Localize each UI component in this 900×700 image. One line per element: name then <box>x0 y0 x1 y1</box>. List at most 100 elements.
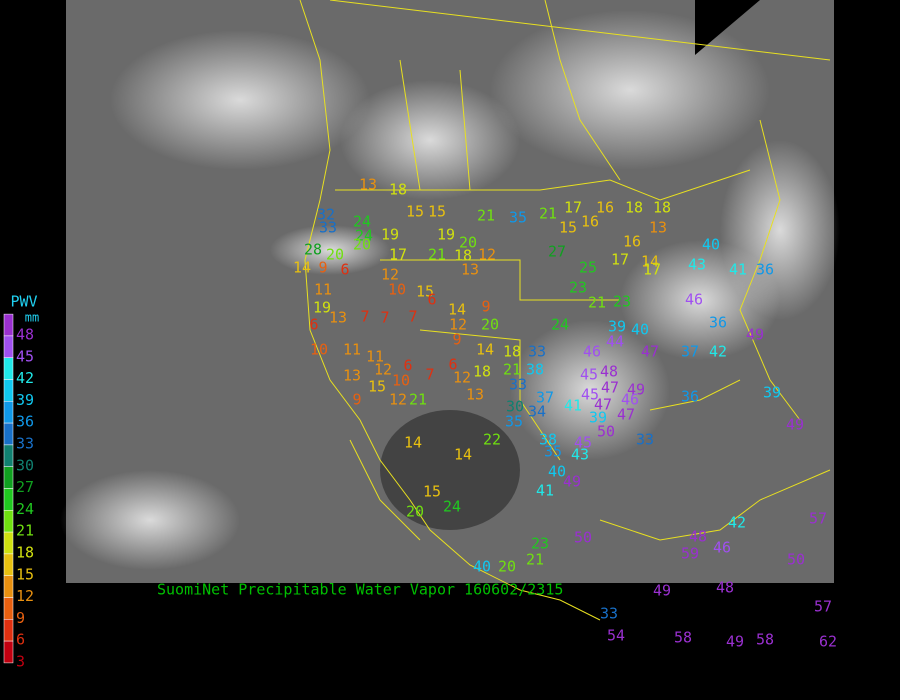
colorbar-label: 15 <box>16 565 34 583</box>
pwv-value: 37 <box>536 389 554 407</box>
colorbar: PWV mm 48 45 42 39 36 33 30 27 24 21 18 15 12 9 6 3 <box>3 293 39 671</box>
pwv-value: 46 <box>621 391 639 409</box>
colorbar-segment <box>3 422 14 446</box>
pwv-value: 49 <box>726 633 744 651</box>
pwv-value: 15 <box>406 203 424 221</box>
colorbar-label: 39 <box>16 391 34 409</box>
pwv-value: 47 <box>601 379 619 397</box>
pwv-value: 20 <box>406 503 424 521</box>
pwv-value: 49 <box>563 473 581 491</box>
pwv-value: 12 <box>453 369 471 387</box>
pwv-value: 6 <box>309 316 318 334</box>
pwv-value: 21 <box>428 246 446 264</box>
colorbar-segment <box>3 313 14 337</box>
pwv-value: 59 <box>681 545 699 563</box>
pwv-value: 12 <box>389 391 407 409</box>
colorbar-unit: mm <box>25 311 39 325</box>
pwv-value: 49 <box>746 326 764 344</box>
colorbar-segment <box>3 640 14 664</box>
pwv-value: 9 <box>481 298 490 316</box>
pwv-value: 20 <box>326 246 344 264</box>
pwv-value: 10 <box>388 281 406 299</box>
pwv-value: 23 <box>531 535 549 553</box>
pwv-value: 49 <box>786 416 804 434</box>
pwv-value: 43 <box>571 446 589 464</box>
pwv-value: 35 <box>509 209 527 227</box>
colorbar-label: 45 <box>16 347 34 365</box>
colorbar-label: 12 <box>16 587 34 605</box>
pwv-value: 10 <box>392 372 410 390</box>
pwv-value: 15 <box>428 203 446 221</box>
colorbar-label: 27 <box>16 478 34 496</box>
pwv-value: 47 <box>617 406 635 424</box>
pwv-value: 13 <box>329 309 347 327</box>
pwv-value: 43 <box>688 256 706 274</box>
pwv-value: 40 <box>631 321 649 339</box>
pwv-value: 13 <box>359 176 377 194</box>
pwv-value: 14 <box>454 446 472 464</box>
pwv-value: 34 <box>528 403 546 421</box>
colorbar-label: 21 <box>16 522 34 540</box>
colorbar-segment <box>3 379 14 402</box>
colorbar-title: PWV <box>10 293 37 311</box>
pwv-value: 25 <box>579 259 597 277</box>
pwv-value: 21 <box>526 551 544 569</box>
pwv-value: 33 <box>528 343 546 361</box>
pwv-value: 12 <box>478 246 496 264</box>
pwv-value: 38 <box>526 361 544 379</box>
colorbar-segment <box>3 444 14 467</box>
pwv-value: 44 <box>606 333 624 351</box>
pwv-value: 58 <box>756 631 774 649</box>
pwv-value: 39 <box>763 384 781 402</box>
pwv-value: 20 <box>498 558 516 576</box>
colorbar-label: 48 <box>16 326 34 344</box>
pwv-value: 12 <box>374 361 392 379</box>
pwv-value: 40 <box>702 236 720 254</box>
pwv-value: 11 <box>366 348 384 366</box>
pwv-value: 40 <box>548 463 566 481</box>
colorbar-segment <box>3 335 14 358</box>
pwv-value: 47 <box>641 343 659 361</box>
pwv-value: 41 <box>729 261 747 279</box>
colorbar-segment <box>3 357 14 380</box>
colorbar-label: 18 <box>16 544 34 562</box>
pwv-value: 7 <box>360 308 369 326</box>
pwv-value: 7 <box>425 366 434 384</box>
colorbar-segment <box>3 401 14 424</box>
pwv-value: 50 <box>574 529 592 547</box>
pwv-value: 17 <box>643 261 661 279</box>
colorbar-label: 24 <box>16 500 34 518</box>
pwv-value: 11 <box>343 341 361 359</box>
pwv-value: 20 <box>459 234 477 252</box>
colorbar-label: 36 <box>16 413 34 431</box>
colorbar-label: 33 <box>16 435 34 453</box>
clouds <box>60 10 840 570</box>
pwv-value: 49 <box>627 381 645 399</box>
pwv-value: 18 <box>473 363 491 381</box>
pwv-value: 16 <box>581 213 599 231</box>
pwv-value: 49 <box>653 582 671 600</box>
pwv-value: 12 <box>449 316 467 334</box>
pwv-value: 23 <box>569 279 587 297</box>
pwv-value: 58 <box>674 629 692 647</box>
pwv-value: 41 <box>564 397 582 415</box>
pwv-value: 45 <box>581 386 599 404</box>
pwv-value: 48 <box>689 528 707 546</box>
pwv-value: 33 <box>509 376 527 394</box>
pwv-value: 36 <box>756 261 774 279</box>
pwv-value: 27 <box>548 243 566 261</box>
pwv-value: 42 <box>709 343 727 361</box>
pwv-value: 21 <box>477 207 495 225</box>
pwv-value: 13 <box>466 386 484 404</box>
pwv-value: 13 <box>343 367 361 385</box>
pwv-value: 35 <box>544 443 562 461</box>
pwv-value: 14 <box>641 253 659 271</box>
pwv-value: 13 <box>649 219 667 237</box>
pwv-value: 23 <box>613 293 631 311</box>
pwv-value: 17 <box>389 246 407 264</box>
pwv-value: 16 <box>623 233 641 251</box>
pwv-value: 46 <box>685 291 703 309</box>
pwv-value: 36 <box>681 388 699 406</box>
pwv-value: 24 <box>355 227 373 245</box>
